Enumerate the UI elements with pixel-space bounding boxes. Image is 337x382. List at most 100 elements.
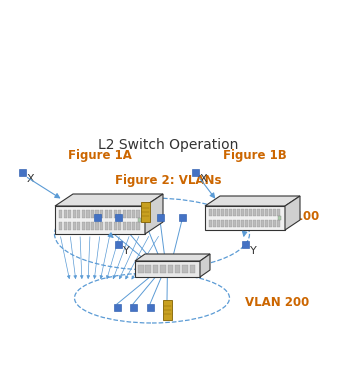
Bar	[237, 220, 240, 227]
Bar	[225, 220, 228, 227]
Bar	[109, 222, 112, 230]
Text: VLAN 200: VLAN 200	[245, 296, 309, 309]
Text: Y: Y	[250, 246, 257, 256]
Bar	[257, 220, 260, 227]
Polygon shape	[135, 261, 200, 277]
Bar	[59, 210, 62, 218]
Text: Figure 1B: Figure 1B	[223, 149, 287, 162]
Bar	[229, 220, 232, 227]
Bar	[118, 222, 121, 230]
Bar	[261, 220, 264, 227]
Bar	[114, 210, 117, 218]
Bar	[127, 222, 130, 230]
Bar	[93, 214, 100, 220]
Bar	[241, 220, 244, 227]
Bar	[233, 220, 236, 227]
Bar	[209, 209, 212, 216]
Bar	[141, 202, 150, 222]
Polygon shape	[55, 206, 145, 234]
Bar	[104, 222, 108, 230]
Bar	[123, 222, 126, 230]
Bar	[191, 168, 198, 175]
Bar	[249, 220, 252, 227]
Bar	[91, 210, 94, 218]
Bar	[114, 304, 121, 311]
Bar	[265, 220, 268, 227]
Bar	[153, 265, 158, 273]
Bar	[273, 209, 276, 216]
Bar	[233, 209, 236, 216]
Bar	[138, 265, 144, 273]
Bar	[277, 209, 280, 216]
Bar	[257, 209, 260, 216]
Bar	[136, 210, 140, 218]
Bar	[82, 210, 85, 218]
Bar	[245, 220, 248, 227]
Bar	[64, 210, 67, 218]
Bar	[77, 222, 81, 230]
Bar	[175, 265, 180, 273]
Polygon shape	[55, 194, 163, 206]
Bar	[237, 209, 240, 216]
Bar	[217, 220, 220, 227]
Bar	[269, 220, 272, 227]
Text: Y: Y	[123, 246, 130, 256]
Bar	[64, 222, 67, 230]
Bar	[136, 222, 140, 230]
Bar	[118, 210, 121, 218]
Bar	[182, 265, 188, 273]
Polygon shape	[200, 254, 210, 277]
Bar	[59, 222, 62, 230]
Text: L2 Switch Operation: L2 Switch Operation	[98, 138, 238, 152]
Bar	[253, 209, 256, 216]
Bar	[123, 210, 126, 218]
Bar	[68, 222, 71, 230]
Text: X: X	[200, 174, 208, 184]
Bar	[179, 214, 185, 220]
Bar	[162, 300, 172, 320]
Bar	[221, 209, 224, 216]
Bar	[115, 214, 122, 220]
Bar	[19, 168, 26, 175]
Bar	[95, 222, 99, 230]
Bar	[273, 220, 276, 227]
Bar	[114, 222, 117, 230]
Polygon shape	[205, 206, 285, 230]
Bar	[242, 241, 248, 248]
Bar	[95, 210, 99, 218]
Text: Figure 2: VLANs: Figure 2: VLANs	[115, 174, 221, 187]
Bar	[100, 210, 103, 218]
Bar	[86, 210, 90, 218]
Bar	[86, 222, 90, 230]
Polygon shape	[205, 196, 300, 206]
Bar	[132, 210, 135, 218]
Bar	[253, 220, 256, 227]
Bar	[104, 210, 108, 218]
Polygon shape	[145, 194, 163, 234]
Bar	[213, 220, 216, 227]
Bar	[77, 210, 81, 218]
Bar	[217, 209, 220, 216]
Polygon shape	[135, 254, 210, 261]
Bar	[82, 222, 85, 230]
Text: VLAN 100: VLAN 100	[255, 210, 319, 223]
Bar	[221, 220, 224, 227]
Bar	[109, 210, 112, 218]
Bar	[245, 209, 248, 216]
Bar	[167, 265, 173, 273]
Text: Figure 1A: Figure 1A	[68, 149, 132, 162]
Bar	[73, 210, 76, 218]
Bar	[213, 209, 216, 216]
Bar	[160, 265, 166, 273]
Bar	[277, 220, 280, 227]
Text: X: X	[27, 174, 35, 184]
Bar	[132, 222, 135, 230]
Bar	[261, 209, 264, 216]
Bar	[278, 216, 281, 220]
Polygon shape	[285, 196, 300, 230]
Bar	[145, 265, 151, 273]
Bar	[91, 222, 94, 230]
Bar	[265, 209, 268, 216]
Bar	[138, 218, 141, 222]
Bar	[229, 209, 232, 216]
